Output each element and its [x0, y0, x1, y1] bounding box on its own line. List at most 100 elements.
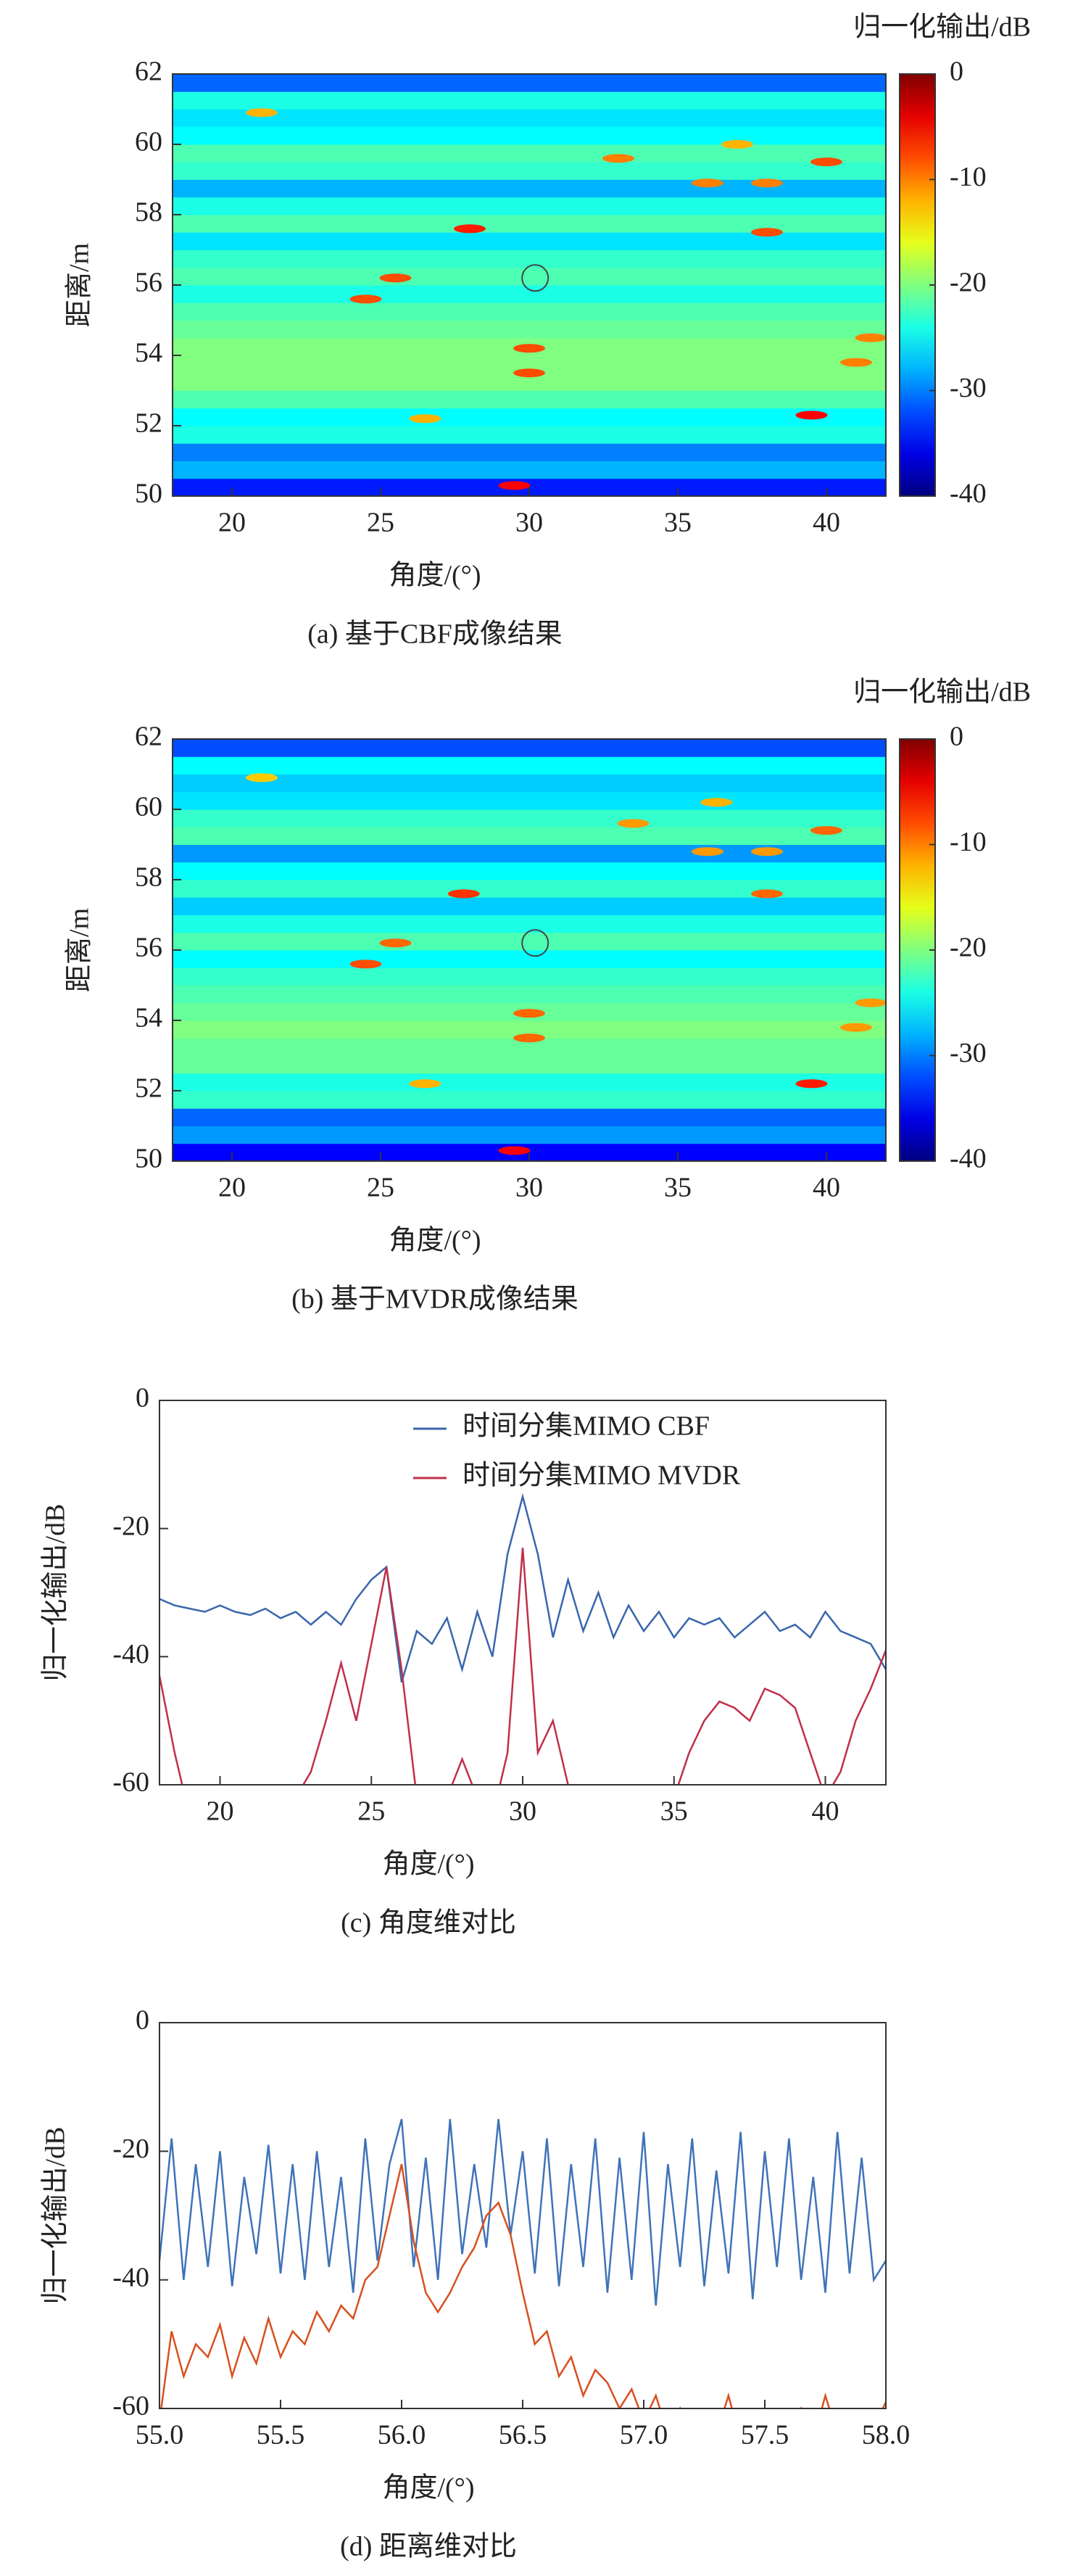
heat-band	[173, 408, 886, 426]
y-tick-label: 58	[135, 862, 162, 893]
legend-label: 时间分集MIMO CBF	[463, 1411, 710, 1442]
colorbar	[899, 73, 936, 497]
x-tick-label: 35	[660, 1796, 688, 1827]
hotspot	[246, 108, 278, 117]
heat-band	[173, 897, 886, 915]
heat-band	[173, 1073, 886, 1091]
series-line	[159, 1548, 886, 1785]
caption: (d) 距离维对比	[340, 2532, 517, 2562]
hotspot	[617, 819, 650, 828]
x-axis-label: 角度/(°)	[382, 1849, 474, 1880]
plot-area	[159, 1493, 886, 1785]
y-tick-label: -40	[112, 2262, 149, 2292]
y-tick-label: 50	[135, 479, 162, 509]
heat-band	[173, 827, 886, 845]
y-tick-label: -20	[112, 1511, 149, 1541]
hotspot	[751, 889, 783, 899]
hotspot	[513, 368, 545, 378]
axes-frame	[159, 2022, 887, 2409]
heat-band	[173, 443, 886, 461]
x-axis-label: 角度/(°)	[389, 1226, 481, 1256]
y-tick-label: 56	[135, 933, 162, 963]
colorbar-tick-label: -40	[950, 479, 987, 509]
heat-band	[173, 109, 886, 128]
x-tick-label: 55.0	[136, 2420, 184, 2451]
x-tick-label: 25	[367, 508, 394, 538]
y-tick-label: 52	[135, 408, 162, 439]
colorbar-tick-label: -20	[950, 268, 987, 298]
hotspot	[409, 1079, 441, 1089]
heat-band	[173, 774, 886, 793]
y-tick-label: 52	[135, 1073, 162, 1104]
colorbar-tick-label: 0	[950, 722, 963, 752]
y-axis-label: 距离/m	[65, 243, 95, 327]
x-tick-label: 57.0	[620, 2420, 668, 2451]
x-tick-label: 25	[367, 1173, 394, 1203]
heat-band	[173, 1091, 886, 1109]
y-tick-label: 0	[136, 1383, 149, 1413]
x-tick-label: 35	[664, 1173, 692, 1203]
y-tick-label: -60	[112, 1767, 149, 1798]
hotspot	[840, 358, 872, 367]
y-tick-label: -40	[112, 1639, 149, 1669]
hotspot	[700, 798, 733, 807]
heat-band	[173, 390, 886, 409]
hotspot	[810, 826, 842, 835]
x-tick-label: 35	[664, 508, 692, 538]
heat-band	[173, 932, 886, 951]
heat-band	[173, 197, 886, 215]
series-line	[160, 2163, 886, 2408]
heat-band	[173, 809, 886, 827]
heat-band	[173, 144, 886, 162]
heat-band	[173, 1108, 886, 1126]
y-tick-label: 50	[135, 1144, 162, 1174]
y-tick-label: 56	[135, 268, 162, 298]
x-axis-label: 角度/(°)	[382, 2473, 474, 2503]
caption: (a) 基于CBF成像结果	[307, 619, 563, 650]
y-axis-label: 归一化输出/dB	[41, 1504, 71, 1682]
colorbar-tick-label: -30	[950, 1038, 987, 1068]
hotspot	[513, 1033, 545, 1043]
hotspot	[751, 228, 783, 237]
hotspot	[379, 938, 412, 948]
hotspot	[246, 773, 278, 783]
y-tick-label: 62	[135, 57, 162, 87]
plot-area	[173, 74, 886, 496]
x-tick-label: 30	[515, 508, 543, 538]
hotspot	[409, 414, 441, 424]
caption: (c) 角度维对比	[341, 1908, 516, 1939]
heat-band	[173, 91, 886, 110]
heat-band	[173, 1055, 886, 1074]
plot-area	[159, 2118, 886, 2408]
hotspot	[379, 273, 412, 283]
heat-band	[173, 985, 886, 1004]
hotspot	[349, 294, 382, 304]
heat-band	[173, 791, 886, 810]
x-tick-label: 56.0	[378, 2420, 426, 2451]
x-tick-label: 55.5	[257, 2420, 305, 2451]
x-tick-label: 20	[207, 1796, 234, 1827]
heat-band	[173, 162, 886, 180]
hotspot	[513, 344, 545, 353]
heat-band	[173, 249, 886, 268]
x-tick-label: 40	[813, 1173, 840, 1203]
colorbar-tick-label: -30	[950, 373, 987, 403]
colorbar-tick-label: -10	[950, 827, 987, 857]
heat-band	[173, 426, 886, 444]
series-line	[159, 2118, 886, 2306]
legend-label: 时间分集MIMO MVDR	[463, 1461, 741, 1491]
hotspot	[855, 998, 886, 1007]
x-tick-label: 40	[812, 1796, 839, 1827]
heat-band	[173, 461, 886, 479]
heat-band	[173, 74, 886, 92]
hotspot	[454, 224, 486, 234]
target-marker	[521, 264, 549, 292]
x-tick-label: 20	[218, 1173, 246, 1203]
heat-band	[173, 967, 886, 986]
hotspot	[795, 1079, 828, 1089]
y-tick-label: 62	[135, 722, 162, 752]
y-tick-label: 0	[136, 2005, 149, 2036]
hotspot	[447, 889, 480, 899]
colorbar-label: 归一化输出/dB	[853, 12, 1031, 43]
